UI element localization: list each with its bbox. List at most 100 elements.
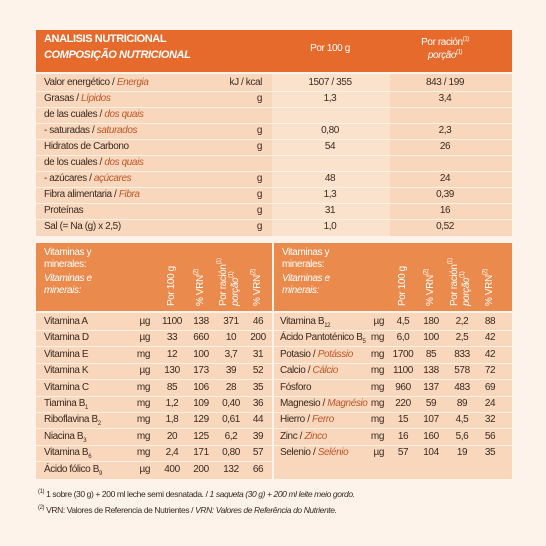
vit-cell-text: 2,5 — [455, 332, 469, 344]
row-line — [274, 346, 512, 348]
vit-cell-text: 4,5 — [396, 316, 410, 327]
nutrient-unit: kJ / kcal — [202, 76, 262, 89]
nutrient-portion: 26 — [405, 140, 485, 153]
vit-cell: 1,2 — [158, 397, 186, 410]
vit-unit: µg — [130, 315, 150, 328]
vit-cell-text: 36 — [252, 398, 264, 409]
vit-cell: 2,5 — [448, 331, 476, 344]
nutrient-per100-text: 0,80 — [321, 125, 339, 136]
vit-pt: Zinco — [304, 430, 327, 442]
vit-cell: 180 — [417, 315, 445, 328]
vit-cell-text: 173 — [193, 365, 209, 377]
vit-cell: 52 — [244, 364, 272, 377]
vit-cell-text: 100 — [193, 348, 209, 360]
vit-unit: mg — [364, 331, 384, 344]
vit-unit: mg — [130, 413, 150, 426]
nutrient-pt: dos quais — [104, 109, 144, 120]
vit-cell: 100 — [417, 331, 445, 344]
row-line — [274, 362, 512, 364]
vit-cell-text: 104 — [423, 447, 439, 459]
vit-cell: 138 — [417, 364, 445, 377]
nutrient-per100: 0,80 — [290, 124, 370, 137]
nutrient-portion: 843 / 199 — [405, 76, 485, 89]
vit-unit-text: µg — [139, 316, 150, 327]
vit-cell-text: 39 — [225, 365, 237, 377]
vit-head-pt-text: Vitaminas e minerais: — [44, 273, 92, 296]
vit-unit: mg — [364, 430, 384, 443]
row-line — [36, 461, 272, 463]
nutrient-name: Valor energético / Energia — [44, 76, 149, 89]
vit-cell-text: 0,61 — [222, 414, 240, 426]
vit-cell-text: 483 — [454, 381, 470, 393]
vit-cell: 44 — [244, 413, 272, 426]
vit-cell-text: 1700 — [392, 348, 414, 360]
vit-unit: mg — [364, 381, 384, 394]
row-line — [274, 395, 512, 397]
nutrient-es: - azúcares / — [44, 173, 94, 184]
vit-name: Vitamina D — [44, 331, 89, 344]
vit-cell: 24 — [476, 397, 504, 410]
title: ANALISIS NUTRICIONAL — [44, 33, 167, 45]
nutrient-pt: Energia — [116, 77, 149, 88]
vit-col-head: % VRN(2) — [193, 248, 208, 306]
vit-cell-text: 0,40 — [222, 398, 240, 409]
vit-head-es-text: Vitaminas y minerales: — [282, 247, 330, 270]
vit-name-text: Hierro / — [280, 414, 312, 426]
footnote: (1) 1 sobre (30 g) + 200 ml leche semi d… — [38, 488, 355, 501]
vit-cell-text: 125 — [193, 430, 209, 442]
row-line — [36, 171, 512, 172]
vit-name: Vitamina E — [44, 348, 89, 361]
vit-cell: 960 — [389, 381, 417, 394]
vit-unit-text: µg — [139, 332, 150, 344]
vit-cell: 35 — [244, 381, 272, 394]
nutrient-es: - saturadas / — [44, 125, 97, 136]
nutrient-portion-text: 0,39 — [436, 189, 454, 200]
vit-head-pt: Vitaminas e minerais: — [44, 273, 124, 297]
col2-pt: porção — [427, 50, 457, 61]
row-line — [36, 444, 272, 446]
vit-name: Hierro / Ferro — [280, 413, 334, 426]
vit-col-head: Por 100 g — [166, 248, 179, 306]
vit-cell: 46 — [244, 315, 272, 328]
vit-sub: 9 — [99, 470, 102, 477]
vit-col-sup: (2) — [482, 269, 489, 276]
row-line — [36, 107, 512, 108]
vit-name: Fósforo — [280, 381, 312, 394]
nutrient-portion: 0,52 — [405, 220, 485, 233]
vit-head-es: Vitaminas y minerales: — [282, 247, 362, 271]
vit-sub: 5 — [362, 339, 366, 346]
vit-cell-text: 180 — [423, 316, 439, 327]
vit-cell-text: 69 — [484, 381, 496, 393]
vit-cell: 39 — [244, 430, 272, 443]
vit-cell: 33 — [158, 331, 186, 344]
vit-unit-text: mg — [370, 398, 384, 409]
vit-unit: mg — [364, 397, 384, 410]
vit-cell-text: 5,6 — [455, 430, 469, 442]
vit-cell: 57 — [244, 446, 272, 459]
vit-cell-text: 42 — [484, 348, 496, 360]
vit-cell: 130 — [158, 364, 186, 377]
vit-cell: 132 — [217, 463, 245, 476]
nutrient-per100-text: 1,3 — [323, 189, 337, 200]
nutrient-unit-text: g — [256, 125, 263, 136]
vit-cell: 16 — [389, 430, 417, 443]
vit-cell-text: 39 — [252, 430, 264, 442]
vit-cell: 28 — [217, 381, 245, 394]
nutrient-name: Proteínas — [44, 204, 84, 217]
nutrient-pt: Fibra — [118, 189, 140, 200]
vit-cell: 0,61 — [217, 413, 245, 426]
vit-cell: 2,4 — [158, 446, 186, 459]
row-line — [36, 411, 272, 413]
vit-cell: 833 — [448, 348, 476, 361]
vit-cell-text: 130 — [164, 365, 180, 377]
vit-unit: mg — [364, 413, 384, 426]
footnote-mark: (2) — [38, 505, 45, 512]
vit-cell-text: 160 — [423, 430, 439, 442]
vit-cell: 6,0 — [389, 331, 417, 344]
nutrient-es: de los cuales / — [44, 157, 105, 168]
vit-cell: 31 — [244, 348, 272, 361]
vit-cell: 107 — [417, 413, 445, 426]
footnote-mark: (1) — [38, 489, 45, 496]
vit-col-head: % VRN(2) — [423, 248, 438, 306]
